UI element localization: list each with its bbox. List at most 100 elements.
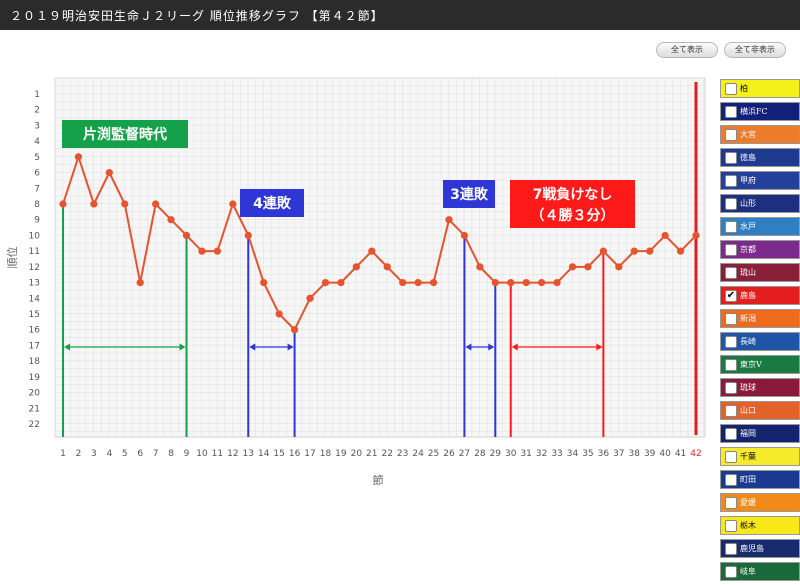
x-tick-label: 22: [381, 449, 392, 459]
x-tick-label: 23: [397, 449, 408, 459]
legend-label: 鹿島: [740, 291, 756, 300]
y-tick-label: 22: [29, 420, 40, 430]
legend-item[interactable]: 千葉: [720, 447, 800, 466]
legend-item[interactable]: 鹿児島: [720, 539, 800, 558]
legend-item[interactable]: 愛媛: [720, 493, 800, 512]
series-line: [62, 153, 697, 332]
legend-checkbox[interactable]: [725, 497, 737, 509]
data-point: [59, 200, 67, 208]
legend-checkbox[interactable]: [725, 267, 737, 279]
legend-item[interactable]: 横浜FC: [720, 102, 800, 121]
legend-item[interactable]: 琉球: [720, 378, 800, 397]
legend-label: 山形: [740, 199, 756, 208]
legend-checkbox[interactable]: [725, 405, 737, 417]
arrow-head-left: [511, 343, 518, 351]
legend-item[interactable]: 東京V: [720, 355, 800, 374]
legend-checkbox[interactable]: [725, 451, 737, 463]
data-point: [553, 278, 561, 287]
x-tick-label: 42: [690, 449, 701, 459]
data-point: [646, 247, 654, 255]
x-tick-label: 35: [582, 449, 593, 459]
data-point: [306, 294, 314, 302]
legend-item[interactable]: 甲府: [720, 171, 800, 190]
x-tick-label: 16: [289, 449, 301, 459]
data-point: [630, 247, 638, 255]
legend-item[interactable]: 岐阜: [720, 562, 800, 581]
legend-checkbox[interactable]: [725, 336, 737, 348]
legend-checkbox[interactable]: [725, 198, 737, 210]
arrow-head-left: [465, 343, 472, 351]
legend-checkbox[interactable]: [725, 152, 737, 164]
legend-item[interactable]: 琉山: [720, 263, 800, 282]
arrow-head-right: [596, 343, 603, 351]
page-title: ２０１９明治安田生命Ｊ２リーグ 順位推移グラフ 【第４２節】: [10, 9, 384, 23]
legend-checkbox[interactable]: [725, 106, 737, 118]
annotation-label-box: [62, 120, 188, 148]
legend-item[interactable]: 大宮: [720, 125, 800, 144]
legend-checkbox[interactable]: [725, 313, 737, 325]
arrow-head-left: [64, 343, 70, 351]
legend-label: 横浜FC: [740, 107, 768, 116]
x-tick-label: 4: [106, 449, 112, 459]
y-tick-label: 4: [34, 137, 40, 147]
legend-label: 柏: [740, 84, 748, 93]
x-tick-label: 18: [320, 449, 332, 459]
legend-item[interactable]: ✔ 鹿島: [720, 286, 800, 305]
title-bar: ２０１９明治安田生命Ｊ２リーグ 順位推移グラフ 【第４２節】: [0, 0, 800, 30]
data-point: [136, 278, 144, 287]
legend-item[interactable]: 新潟: [720, 309, 800, 328]
hide-all-button[interactable]: 全て非表示: [724, 42, 786, 58]
legend-item[interactable]: 福岡: [720, 424, 800, 443]
legend-item[interactable]: 京都: [720, 240, 800, 259]
legend-label: 山口: [740, 406, 756, 415]
data-point: [568, 263, 577, 271]
legend-checkbox[interactable]: [725, 474, 737, 486]
legend-label: 町田: [740, 475, 756, 484]
y-tick-label: 19: [29, 373, 41, 383]
legend-item[interactable]: 山口: [720, 401, 800, 420]
data-point: [507, 278, 515, 287]
legend-checkbox[interactable]: [725, 520, 737, 532]
legend-item[interactable]: 水戸: [720, 217, 800, 236]
legend-checkbox[interactable]: ✔: [725, 290, 737, 302]
data-point: [213, 247, 221, 255]
x-tick-label: 25: [428, 449, 439, 459]
legend-item[interactable]: 徳島: [720, 148, 800, 167]
data-point: [244, 231, 252, 240]
annotation-label-box: [240, 189, 304, 217]
data-point: [74, 153, 83, 161]
x-tick-label: 31: [520, 449, 531, 459]
annotation-label-box: [443, 180, 495, 208]
x-tick-label: 33: [551, 449, 562, 459]
legend-checkbox[interactable]: [725, 129, 737, 141]
y-tick-label: 13: [29, 279, 40, 289]
data-point: [460, 231, 469, 240]
legend-checkbox[interactable]: [725, 428, 737, 440]
legend-checkbox[interactable]: [725, 221, 737, 233]
legend-label: 大宮: [740, 130, 756, 139]
y-tick-label: 9: [34, 216, 40, 226]
x-tick-label: 12: [227, 449, 238, 459]
legend-checkbox[interactable]: [725, 359, 737, 371]
x-tick-label: 6: [137, 449, 143, 459]
legend-checkbox[interactable]: [725, 566, 737, 578]
legend-checkbox[interactable]: [725, 175, 737, 187]
show-all-button[interactable]: 全て表示: [656, 42, 718, 58]
legend-checkbox[interactable]: [725, 543, 737, 555]
y-tick-label: 3: [34, 121, 40, 131]
legend-item[interactable]: 長崎: [720, 332, 800, 351]
legend-checkbox[interactable]: [725, 382, 737, 394]
x-tick-label: 28: [474, 449, 486, 459]
legend-item[interactable]: 栃木: [720, 516, 800, 535]
legend-item[interactable]: 山形: [720, 194, 800, 213]
x-tick-label: 3: [91, 449, 97, 459]
legend-checkbox[interactable]: [725, 83, 737, 95]
y-axis-label: 順位: [5, 247, 19, 269]
y-tick-label: 16: [29, 326, 41, 336]
legend-item[interactable]: 町田: [720, 470, 800, 489]
x-tick-label: 38: [629, 449, 641, 459]
legend-checkbox[interactable]: [725, 244, 737, 256]
x-tick-label: 20: [351, 449, 363, 459]
legend-item[interactable]: 柏: [720, 79, 800, 98]
y-tick-label: 14: [29, 294, 41, 304]
